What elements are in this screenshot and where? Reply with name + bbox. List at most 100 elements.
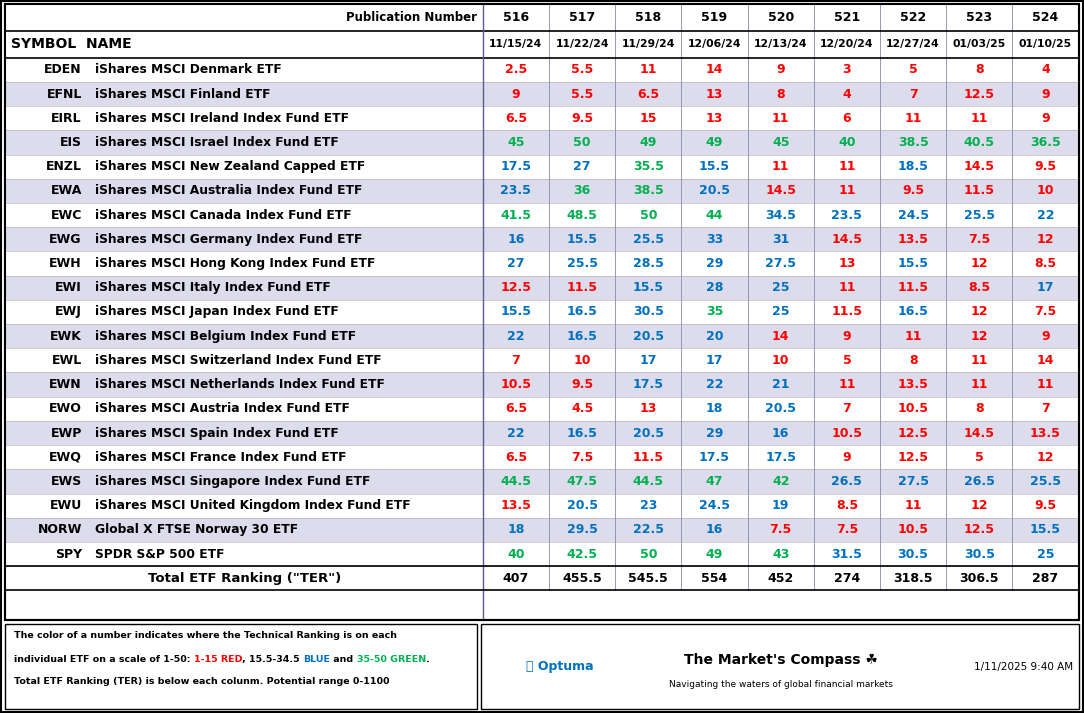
Text: 545.5: 545.5 <box>629 572 668 585</box>
Text: 15: 15 <box>640 112 657 125</box>
Text: 23.5: 23.5 <box>831 209 863 222</box>
Text: 5.5: 5.5 <box>571 63 593 76</box>
Text: 20.5: 20.5 <box>765 402 797 415</box>
Text: 13.5: 13.5 <box>501 499 531 512</box>
Text: 11: 11 <box>838 281 855 294</box>
Text: 10.5: 10.5 <box>831 426 863 439</box>
Text: 20.5: 20.5 <box>633 329 663 343</box>
Text: 16.5: 16.5 <box>567 305 597 319</box>
Text: 6.5: 6.5 <box>505 451 527 463</box>
Text: EWU: EWU <box>50 499 82 512</box>
Bar <box>5 179 1079 203</box>
Text: 28.5: 28.5 <box>633 257 663 270</box>
Text: 48.5: 48.5 <box>567 209 597 222</box>
Text: 9.5: 9.5 <box>1034 499 1057 512</box>
Bar <box>5 4 1079 31</box>
Text: 28: 28 <box>706 281 723 294</box>
Bar <box>5 4 1079 620</box>
Text: 17.5: 17.5 <box>765 451 797 463</box>
Text: EDEN: EDEN <box>44 63 82 76</box>
Text: iShares MSCI Germany Index Fund ETF: iShares MSCI Germany Index Fund ETF <box>94 233 362 246</box>
Text: 518: 518 <box>635 11 661 24</box>
Text: iShares MSCI Singapore Index Fund ETF: iShares MSCI Singapore Index Fund ETF <box>94 475 370 488</box>
Text: 15.5: 15.5 <box>898 257 929 270</box>
Text: 30.5: 30.5 <box>964 548 995 560</box>
Text: EWA: EWA <box>51 185 82 198</box>
Bar <box>5 445 1079 469</box>
Text: 15.5: 15.5 <box>699 160 730 173</box>
Text: 452: 452 <box>767 572 793 585</box>
Text: 47: 47 <box>706 475 723 488</box>
Text: 42: 42 <box>772 475 789 488</box>
Text: 519: 519 <box>701 11 727 24</box>
Text: 524: 524 <box>1032 11 1059 24</box>
Text: 9: 9 <box>1041 112 1049 125</box>
Text: 13: 13 <box>640 402 657 415</box>
Text: 29: 29 <box>706 257 723 270</box>
Text: 274: 274 <box>834 572 860 585</box>
Text: 27.5: 27.5 <box>765 257 797 270</box>
Bar <box>5 252 1079 276</box>
Text: 520: 520 <box>767 11 793 24</box>
Text: 25: 25 <box>772 305 789 319</box>
Text: .: . <box>426 655 429 664</box>
Text: 8: 8 <box>776 88 785 101</box>
Bar <box>5 4 1079 620</box>
Text: 11.5: 11.5 <box>831 305 863 319</box>
Text: 49: 49 <box>640 136 657 149</box>
Text: 5: 5 <box>842 354 851 367</box>
Text: 19: 19 <box>772 499 789 512</box>
Text: 31: 31 <box>772 233 789 246</box>
Text: 11: 11 <box>838 185 855 198</box>
Text: 36: 36 <box>573 185 591 198</box>
Text: 17: 17 <box>706 354 723 367</box>
Text: iShares MSCI Finland ETF: iShares MSCI Finland ETF <box>94 88 270 101</box>
Text: iShares MSCI Hong Kong Index Fund ETF: iShares MSCI Hong Kong Index Fund ETF <box>94 257 375 270</box>
Text: EFNL: EFNL <box>47 88 82 101</box>
Text: 12/20/24: 12/20/24 <box>821 39 874 49</box>
Text: 25.5: 25.5 <box>567 257 597 270</box>
Text: , 15.5-34.5: , 15.5-34.5 <box>243 655 304 664</box>
Text: 14.5: 14.5 <box>964 160 995 173</box>
Text: 11: 11 <box>904 329 921 343</box>
Text: 12/06/24: 12/06/24 <box>687 39 741 49</box>
Text: 11: 11 <box>1036 378 1055 391</box>
Text: Total ETF Ranking ("TER"): Total ETF Ranking ("TER") <box>147 572 340 585</box>
Text: EWJ: EWJ <box>55 305 82 319</box>
Text: 3: 3 <box>842 63 851 76</box>
Text: 25.5: 25.5 <box>1030 475 1061 488</box>
Text: EWP: EWP <box>51 426 82 439</box>
Text: EWC: EWC <box>51 209 82 222</box>
Text: 523: 523 <box>966 11 992 24</box>
Text: 27.5: 27.5 <box>898 475 929 488</box>
Text: 8.5: 8.5 <box>968 281 991 294</box>
Bar <box>5 203 1079 227</box>
Text: 16: 16 <box>772 426 789 439</box>
Bar <box>5 82 1079 106</box>
Text: 16.5: 16.5 <box>567 329 597 343</box>
Text: SPY: SPY <box>54 548 82 560</box>
Text: 22: 22 <box>507 426 525 439</box>
Text: 24.5: 24.5 <box>898 209 929 222</box>
Text: 12: 12 <box>970 329 988 343</box>
Text: EWQ: EWQ <box>49 451 82 463</box>
Text: iShares MSCI Netherlands Index Fund ETF: iShares MSCI Netherlands Index Fund ETF <box>94 378 385 391</box>
Text: 10.5: 10.5 <box>898 523 929 536</box>
Text: 12.5: 12.5 <box>898 426 929 439</box>
Text: 7.5: 7.5 <box>571 451 593 463</box>
Text: 12/27/24: 12/27/24 <box>887 39 940 49</box>
Text: 50: 50 <box>573 136 591 149</box>
Text: and: and <box>331 655 357 664</box>
Text: 12/13/24: 12/13/24 <box>754 39 808 49</box>
Text: 33: 33 <box>706 233 723 246</box>
Text: 455.5: 455.5 <box>563 572 602 585</box>
Bar <box>5 396 1079 421</box>
Bar <box>5 421 1079 445</box>
Text: 18.5: 18.5 <box>898 160 929 173</box>
Text: 23: 23 <box>640 499 657 512</box>
Text: SPDR S&P 500 ETF: SPDR S&P 500 ETF <box>94 548 224 560</box>
Text: 8.5: 8.5 <box>1034 257 1057 270</box>
Text: 01/10/25: 01/10/25 <box>1019 39 1072 49</box>
Text: 15.5: 15.5 <box>633 281 663 294</box>
Bar <box>5 518 1079 542</box>
